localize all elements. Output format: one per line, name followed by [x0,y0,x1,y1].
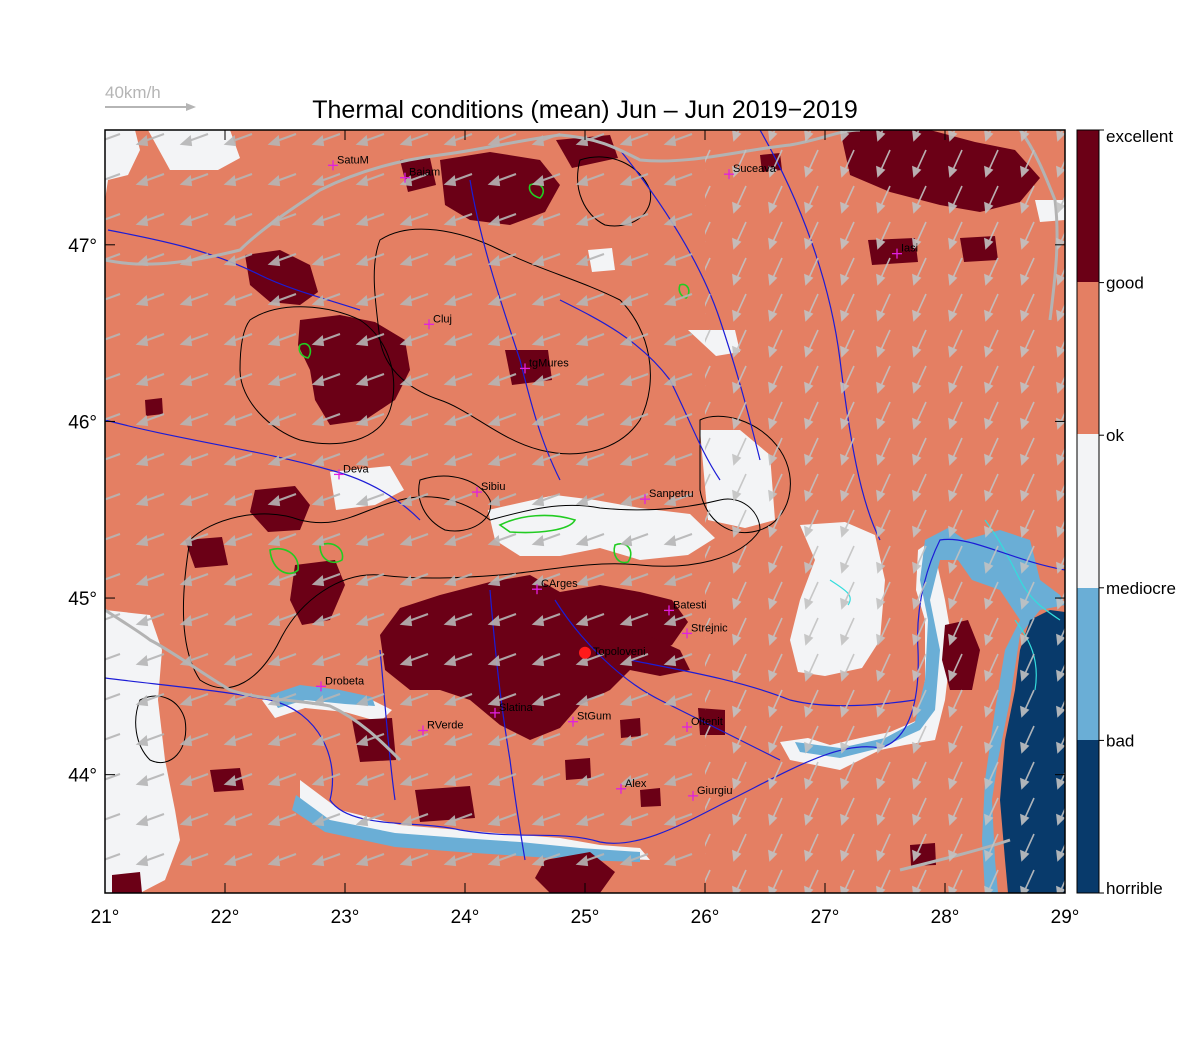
x-tick-label: 22° [211,907,240,928]
city-marker: Giurgiu [688,785,732,801]
city-marker: Deva [334,463,370,480]
highlight-city-label: Topoloveni [593,646,646,658]
x-tick-label: 23° [331,907,360,928]
city-marker: Alex [616,778,647,794]
wind-arrow-field-west [105,130,705,893]
city-marker: CArges [532,578,578,595]
city-marker: Sibiu [472,481,505,498]
colorbar-label-good: good [1106,274,1144,293]
city-marker: Oltenit [682,716,723,732]
highlight-city-dot [579,646,591,659]
colorbar-label-ok: ok [1106,426,1124,445]
city-label: Alex [625,778,647,790]
map-title: Thermal conditions (mean) Jun – Jun 2019… [312,96,857,124]
city-marker: Cluj [424,313,452,330]
y-tick-label: 47° [68,236,97,257]
city-marker: Slatina [490,702,534,718]
colorbar-label-horrible: horrible [1106,879,1163,898]
city-label: CArges [541,578,578,590]
city-label: Cluj [433,313,452,325]
city-marker: tgMures [520,357,569,374]
city-marker: StGum [568,711,611,727]
wind-speed-legend: 40km/h [105,83,196,111]
city-label: RVerde [427,720,464,732]
city-marker: Baiam [400,167,440,183]
city-label: Suceava [733,163,777,175]
city-marker: Sanpetru [640,488,694,505]
city-label: Drobeta [325,675,365,687]
x-tick-label: 26° [691,907,720,928]
city-label: Sibiu [481,481,505,493]
city-label: SatuM [337,154,369,166]
y-tick-label: 46° [68,412,97,433]
colorbar-frame [1076,129,1100,894]
colorbar-horrible [1077,740,1099,893]
colorbar: excellent good ok mediocre bad horrible [1076,127,1176,898]
colorbar-label-bad: bad [1106,731,1134,750]
wind-arrow-field-east [705,130,1065,893]
city-label: Baiam [409,167,440,179]
y-tick-label: 45° [68,589,97,610]
city-label: tgMures [529,357,569,369]
city-label: Iasi [901,243,918,255]
city-marker: Strejnic [682,622,728,639]
colorbar-bad [1077,588,1099,740]
x-tick-label: 24° [451,907,480,928]
y-tick-label: 44° [68,766,97,787]
axes-layer: 21° 22° 23° 24° 25° 26° 27° 28° 29° 44° 45° 46° 47° [68,130,1079,928]
x-tick-label: 28° [931,907,960,928]
wind-legend-label: 40km/h [105,83,161,102]
city-marker: Drobeta [316,675,365,692]
city-marker: SatuM [328,154,369,171]
city-label: StGum [577,711,611,723]
x-tick-label: 29° [1051,907,1080,928]
city-label: Sanpetru [649,488,694,500]
colorbar-ok-good [1077,282,1099,434]
x-tick-label: 25° [571,907,600,928]
colorbar-labels: excellent good ok mediocre bad horrible [1099,127,1176,898]
city-marker: RVerde [418,720,464,736]
wind-legend-arrowhead [186,103,196,111]
city-label: Slatina [499,702,534,714]
x-tick-label: 27° [811,907,840,928]
city-marker: Iasi [892,243,918,259]
city-label: Giurgiu [697,785,732,797]
city-label: Strejnic [691,622,728,634]
colorbar-label-excellent: excellent [1106,127,1173,146]
city-label: Batesti [673,599,707,611]
city-markers-layer: SatuM Baiam Suceava Iasi Cluj tgMures Deva Sibi… [316,154,918,801]
colorbar-excellent [1077,130,1099,282]
city-label: Oltenit [691,716,723,728]
x-tick-label: 21° [91,907,120,928]
city-label: Deva [343,463,370,475]
city-marker: Suceava [724,163,777,180]
map-panel: SatuM Baiam Suceava Iasi Cluj tgMures Deva Sibi… [105,130,1065,893]
city-marker: Batesti [664,599,707,616]
colorbar-label-mediocre: mediocre [1106,579,1176,598]
colorbar-mediocre [1077,434,1099,588]
